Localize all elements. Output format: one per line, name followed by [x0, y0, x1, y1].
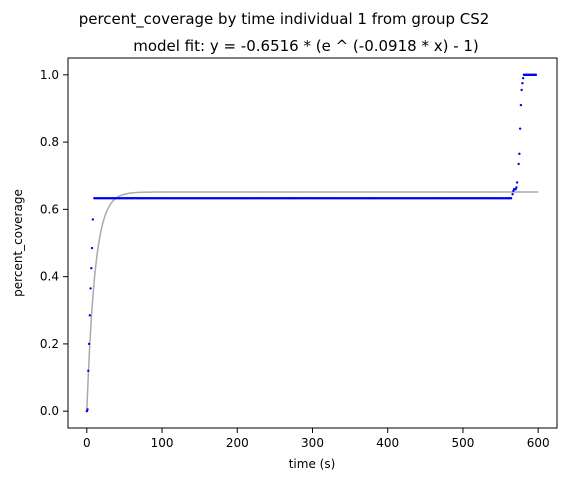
model-fit-layer	[86, 191, 539, 412]
x-tick-label: 400	[376, 436, 399, 450]
data-point	[90, 267, 93, 270]
data-point	[90, 246, 94, 250]
data-point	[511, 193, 514, 196]
data-point	[87, 369, 90, 373]
data-point	[86, 408, 89, 411]
data-point	[91, 218, 95, 221]
x-tick-label: 500	[452, 436, 475, 450]
y-axis-label: percent_coverage	[11, 189, 25, 297]
data-point	[517, 162, 520, 166]
model-fit-line	[86, 191, 539, 412]
data-point	[509, 197, 513, 200]
data-point	[519, 103, 523, 107]
chart-title: percent_coverage by time individual 1 fr…	[79, 10, 490, 29]
y-tick-label: 0.0	[40, 404, 59, 418]
y-tick-label: 0.4	[40, 270, 59, 284]
y-tick-label: 1.0	[40, 68, 59, 82]
y-tick-label: 0.8	[40, 135, 59, 149]
data-point	[518, 127, 522, 130]
x-tick-label: 0	[83, 436, 91, 450]
data-point	[520, 88, 523, 92]
y-tick-label: 0.6	[40, 202, 59, 216]
x-tick-label: 200	[226, 436, 249, 450]
x-axis-label: time (s)	[289, 457, 336, 471]
data-point	[534, 73, 538, 77]
data-point	[89, 287, 92, 290]
data-point	[518, 152, 521, 156]
data-point	[515, 186, 518, 189]
data-point	[521, 76, 525, 80]
x-tick-label: 600	[527, 436, 550, 450]
x-tick-label: 100	[151, 436, 174, 450]
y-tick-label: 0.2	[40, 337, 59, 351]
x-tick-label: 300	[301, 436, 324, 450]
points-layer	[85, 73, 538, 413]
y-axis: 0.0 0.2 0.4 0.6 0.8 1.0	[40, 68, 68, 418]
data-point	[88, 314, 92, 317]
plot-frame	[67, 57, 558, 429]
chart-subtitle: model fit: y = -0.6516 * (e ^ (-0.0918 *…	[133, 37, 479, 55]
data-point	[521, 82, 524, 85]
data-point	[515, 181, 519, 184]
data-point	[87, 342, 91, 346]
x-axis: 0 100 200 300 400 500 600	[83, 428, 550, 450]
